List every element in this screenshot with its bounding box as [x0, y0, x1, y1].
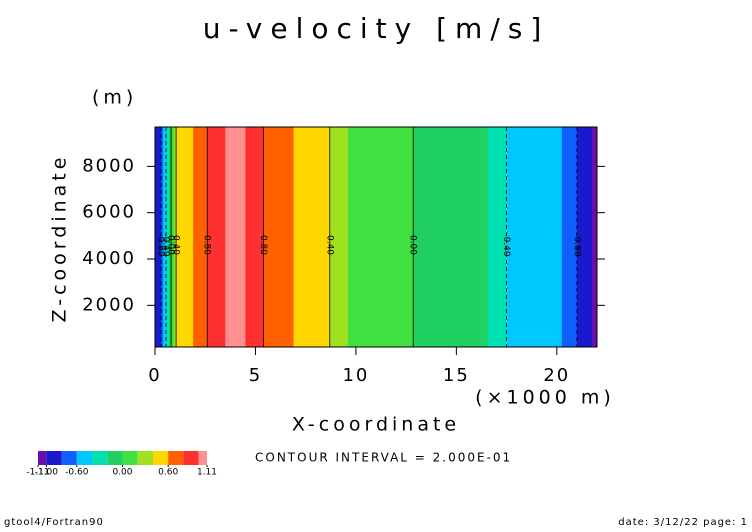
color-band: [487, 127, 507, 347]
footer-right: date: 3/12/22 page: 1: [618, 517, 748, 528]
x-tick-label: 20: [543, 365, 570, 386]
colorbar-tick-label: 1.11: [197, 468, 217, 478]
colorbar-box: [61, 451, 77, 465]
y-tick-label: 8000: [82, 155, 136, 176]
x-tick-label: 15: [443, 365, 470, 386]
color-band: [293, 127, 331, 347]
colorbar-tick-label: -0.60: [65, 468, 89, 478]
contour-label: 0.00: [166, 235, 176, 255]
color-band: [329, 127, 349, 347]
color-band: [171, 127, 175, 347]
x-axis-label: X-coordinate: [292, 414, 460, 436]
y-unit: (m): [92, 87, 137, 109]
color-band: [591, 127, 598, 347]
contour-label: 0.80: [258, 235, 268, 255]
colorbar-box: [137, 451, 153, 465]
colorbar-box: [198, 451, 207, 465]
color-band: [347, 127, 414, 347]
y-axis-label: Z-coordinate: [49, 154, 71, 323]
x-tick-label: 10: [342, 365, 369, 386]
colorbar-box: [122, 451, 138, 465]
plot-frame: [154, 126, 598, 348]
colorbar-box: [76, 451, 93, 465]
colorbar-box: [152, 451, 169, 465]
x-tick-label: 0: [148, 365, 161, 386]
colorbar-box: [46, 451, 62, 465]
color-band: [561, 127, 578, 347]
contour-label: -0.80: [156, 233, 166, 257]
colorbar-box: [38, 451, 47, 465]
y-tick-label: 2000: [82, 294, 136, 315]
color-band: [161, 127, 164, 347]
colorbar-tick-label: -1.00: [35, 468, 59, 478]
color-band: [155, 127, 162, 347]
contour-interval: CONTOUR INTERVAL = 2.000E-01: [255, 451, 512, 465]
color-band: [506, 127, 563, 347]
footer-left: gtool4/Fortran90: [4, 517, 104, 528]
x-tick-label: 5: [249, 365, 262, 386]
color-band: [193, 127, 208, 347]
color-band: [576, 127, 593, 347]
contour-label: 0.00: [408, 235, 418, 255]
colorbar-tick-label: 0.60: [158, 468, 178, 478]
colorbar-tick-label: 0.00: [112, 468, 132, 478]
y-tick-label: 4000: [82, 248, 136, 269]
color-band: [207, 127, 226, 347]
colorbar-box: [107, 451, 123, 465]
colorbar-box: [92, 451, 108, 465]
color-band: [245, 127, 264, 347]
color-band: [163, 127, 167, 347]
chart-title: u-velocity [m/s]: [203, 12, 550, 45]
color-band: [263, 127, 294, 347]
contour-label: 0.40: [324, 235, 334, 255]
color-band: [166, 127, 170, 347]
color-band: [225, 127, 246, 347]
contour-label: 0.80: [202, 235, 212, 255]
y-tick-label: 6000: [82, 202, 136, 223]
contour-label: 0.40: [171, 235, 181, 255]
color-band: [176, 127, 194, 347]
color-band: [169, 127, 172, 347]
contour-label: -0.80: [571, 233, 581, 257]
colorbar-tick-label: -1.11: [26, 468, 49, 478]
color-band: [413, 127, 488, 347]
color-band: [174, 127, 177, 347]
contour-label: -0.40: [501, 233, 511, 257]
colorbar-box: [168, 451, 184, 465]
colorbar-box: [183, 451, 199, 465]
contour-label: -0.40: [161, 233, 171, 257]
x-unit: (×1000 m): [475, 387, 615, 409]
